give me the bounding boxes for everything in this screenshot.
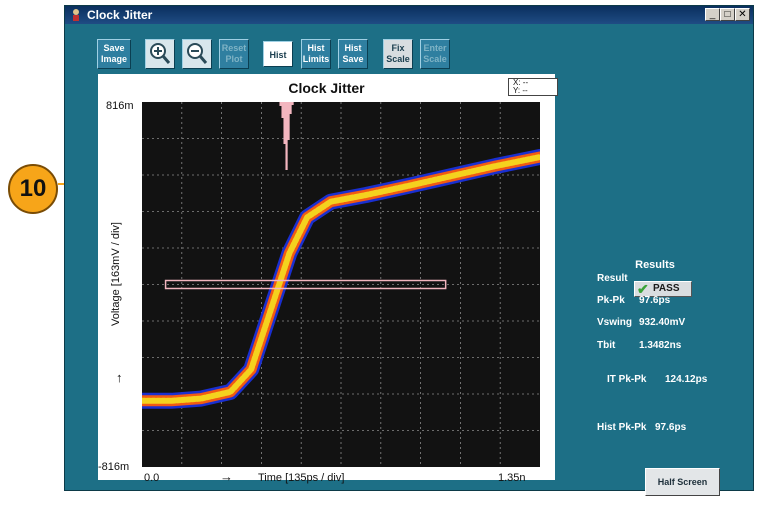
x-readout: X: --: [513, 78, 529, 87]
it-pkpk-label: IT Pk-Pk: [607, 374, 647, 385]
plot-title: Clock Jitter: [288, 80, 365, 96]
tbit-value: 1.3482ns: [639, 340, 682, 351]
reset-plot-button[interactable]: Reset Plot: [219, 39, 249, 69]
hist-limits-button[interactable]: Hist Limits: [301, 39, 331, 69]
result-key: Result: [597, 273, 628, 284]
zoom-out-icon: [187, 43, 208, 64]
zoom-out-button[interactable]: [182, 39, 212, 69]
y-readout: Y: --: [513, 86, 528, 95]
hist-button[interactable]: Hist: [263, 41, 293, 67]
pkpk-value: 97.6ps: [639, 295, 671, 306]
histogram-bar: [285, 102, 288, 170]
window-title: Clock Jitter: [87, 8, 153, 22]
pass-text: PASS: [653, 283, 680, 294]
plot-panel: Clock Jitter X: -- Y: -- 816m -816m Volt…: [98, 74, 558, 484]
histogram-bar: [291, 102, 294, 105]
x-min-label: 0.0: [144, 472, 160, 484]
fix-scale-button[interactable]: Fix Scale: [383, 39, 413, 69]
half-screen-button[interactable]: Half Screen: [645, 468, 720, 496]
hist-pkpk-value: 97.6ps: [655, 422, 687, 433]
enter-scale-button[interactable]: Enter Scale: [420, 39, 450, 69]
checkmark-icon: ✔: [637, 281, 649, 297]
vswing-value: 932.40mV: [639, 317, 686, 328]
callout-number: 10: [8, 164, 58, 214]
y-max-label: 816m: [106, 100, 134, 112]
y-axis-label: Voltage [163mV / div]: [110, 222, 122, 326]
jitter-plot[interactable]: [142, 102, 540, 467]
y-min-label: -816m: [98, 461, 130, 473]
histogram-bar: [281, 102, 284, 118]
right-arrow-icon: →: [220, 469, 233, 484]
it-pkpk-value: 124.12ps: [665, 374, 708, 385]
hist-pkpk-label: Hist Pk-Pk: [597, 422, 647, 433]
maximize-button[interactable]: □: [720, 8, 735, 21]
zoom-in-icon: [150, 43, 171, 64]
up-arrow-icon: ↑: [116, 370, 123, 385]
close-button[interactable]: ✕: [735, 8, 750, 21]
tbit-key: Tbit: [597, 340, 616, 351]
histogram-bar: [283, 102, 286, 144]
histogram-bar: [289, 102, 292, 114]
pkpk-key: Pk-Pk: [597, 295, 625, 306]
x-axis-label: Time [135ps / div]: [258, 472, 345, 484]
results-title: Results: [635, 259, 675, 271]
zoom-in-button[interactable]: [145, 39, 175, 69]
jitter-trace-band-3: [142, 154, 540, 404]
x-max-label: 1.35n: [498, 472, 526, 484]
app-icon: [73, 9, 79, 21]
save-image-button[interactable]: Save Image: [97, 39, 131, 69]
vswing-key: Vswing: [597, 317, 633, 328]
histogram-window: [164, 279, 447, 290]
histogram-bar: [287, 102, 290, 140]
xy-readout: X: -- Y: --: [508, 78, 558, 96]
histogram-bar: [279, 102, 282, 106]
hist-save-button[interactable]: Hist Save: [338, 39, 368, 69]
pass-badge: ✔ PASS: [634, 281, 692, 297]
minimize-button[interactable]: _: [705, 8, 720, 21]
title-bar[interactable]: Clock Jitter _ □ ✕: [65, 6, 753, 24]
